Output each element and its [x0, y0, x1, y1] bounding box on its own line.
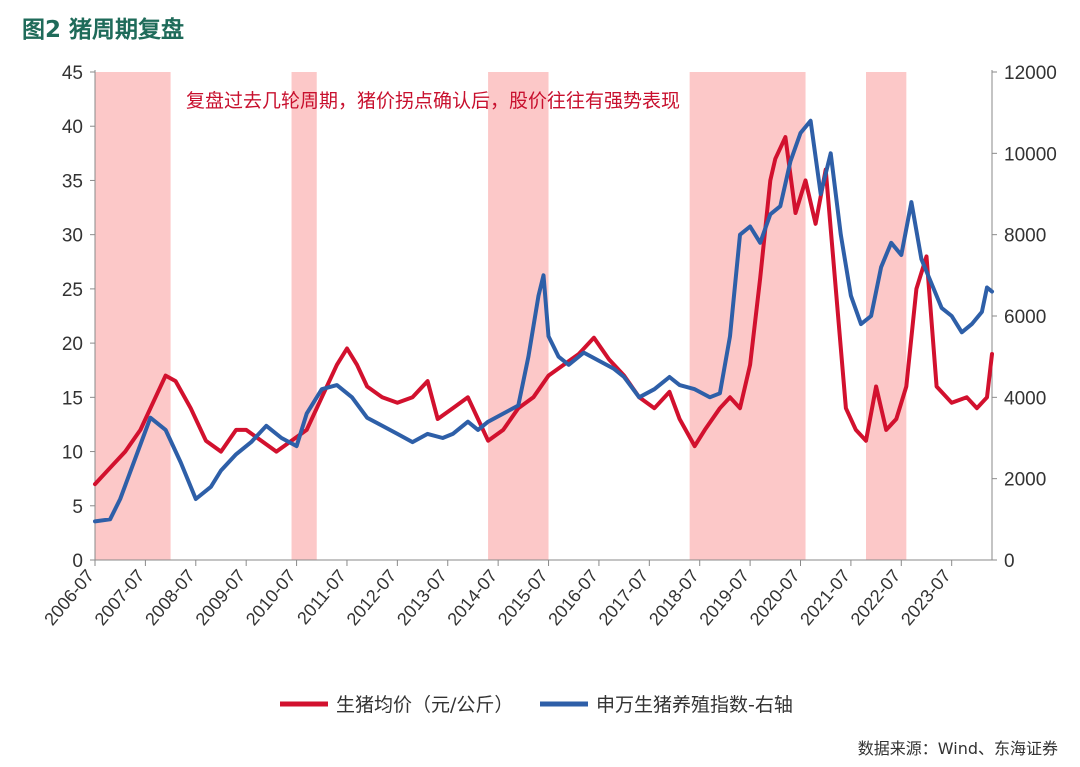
pig-cycle-chart: 0 5 10 15 20 25 30 35 40 45 0 2000 4000 6000 8000 10000…: [40, 63, 1057, 716]
x-tick-label: 2022-07: [847, 566, 905, 629]
x-tick-label: 2017-07: [595, 566, 653, 629]
left-tick-label: 35: [62, 171, 83, 192]
x-tick-label: 2023-07: [897, 566, 955, 629]
x-tick-label: 2010-07: [242, 566, 300, 629]
left-tick-label: 30: [62, 226, 83, 247]
left-tick-label: 20: [62, 334, 83, 355]
right-tick-label: 6000: [1004, 307, 1046, 328]
shaded-period-3: [488, 72, 549, 560]
x-tick-label: 2007-07: [91, 566, 149, 629]
figure-title: 图2 猪周期复盘: [22, 17, 185, 43]
x-tick-label: 2011-07: [293, 566, 350, 628]
left-tick-label: 40: [62, 117, 83, 138]
left-tick-label: 15: [62, 388, 83, 409]
left-tick-label: 45: [62, 63, 83, 84]
right-tick-label: 2000: [1004, 470, 1046, 491]
data-source: 数据来源：Wind、东海证券: [857, 739, 1058, 758]
left-tick-label: 25: [62, 280, 83, 301]
x-tick-label: 2015-07: [494, 566, 552, 629]
x-tick-label: 2019-07: [695, 566, 753, 629]
right-tick-label: 10000: [1004, 144, 1057, 165]
left-tick-label: 0: [72, 551, 83, 572]
legend-label-1: 生猪均价（元/公斤）: [336, 694, 513, 716]
right-tick-label: 8000: [1004, 226, 1046, 247]
shaded-period-2: [291, 72, 317, 560]
left-tick-label: 10: [62, 443, 83, 464]
x-tick-label: 2021-07: [796, 566, 854, 629]
x-tick-label: 2009-07: [191, 566, 249, 629]
x-tick-label: 2008-07: [141, 566, 199, 629]
left-tick-label: 5: [72, 497, 83, 518]
series-line-index: [93, 118, 994, 524]
x-tick-label: 2020-07: [746, 566, 804, 629]
legend-label-2: 申万生猪养殖指数-右轴: [596, 694, 793, 716]
x-tick-label: 2016-07: [544, 566, 602, 629]
shaded-period-1: [95, 72, 171, 560]
x-tick-label: 2013-07: [393, 566, 451, 629]
right-tick-label: 12000: [1004, 63, 1057, 84]
x-tick-label: 2018-07: [645, 566, 703, 629]
chart-annotation: 复盘过去几轮周期，猪价拐点确认后，股价往往有强势表现: [186, 90, 680, 112]
right-tick-label: 0: [1004, 551, 1015, 572]
x-tick-label: 2006-07: [40, 566, 98, 629]
right-tick-label: 4000: [1004, 388, 1046, 409]
x-tick-label: 2012-07: [343, 566, 401, 629]
x-tick-label: 2014-07: [443, 566, 501, 629]
series-line-pig-price: [93, 135, 994, 487]
